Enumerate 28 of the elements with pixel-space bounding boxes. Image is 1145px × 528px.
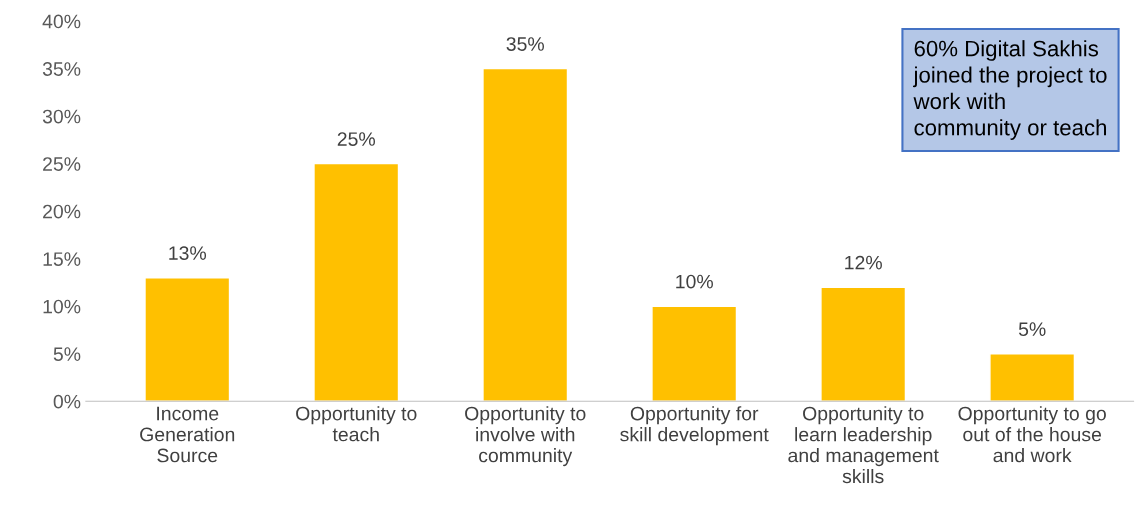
y-tick-label: 40% — [42, 14, 81, 29]
y-tick-label: 25% — [43, 157, 81, 171]
bar — [144, 277, 231, 402]
y-tick-label: 15% — [43, 252, 81, 266]
y-tick-label: 30% — [42, 109, 81, 124]
y-tick-label: 5% — [53, 347, 81, 361]
bar — [651, 305, 738, 402]
bar — [482, 67, 569, 402]
y-tick-label: 10% — [43, 299, 81, 314]
bar — [989, 353, 1076, 402]
y-tick-label: 35% — [42, 62, 81, 76]
data-label: 10% — [676, 274, 713, 289]
annotation: 60% Digital Sakhis joined the project to work with community or teach — [913, 40, 1107, 140]
bar — [820, 286, 907, 402]
y-tick-label: 20% — [43, 204, 81, 219]
data-label: 13% — [169, 246, 207, 260]
data-label: 35% — [506, 37, 544, 51]
x-tick-label: Opportunity to go out of the house and work — [958, 406, 1106, 463]
data-label: 5% — [1018, 322, 1046, 337]
x-tick-label: Opportunity for skill development — [620, 406, 769, 446]
y-tick-label: 0% — [53, 394, 81, 409]
bar — [313, 162, 400, 402]
x-tick-label: Opportunity to teach — [296, 406, 417, 442]
data-label: 12% — [845, 255, 882, 270]
x-tick-label: Income Generation Source — [140, 406, 235, 463]
x-tick-label: Opportunity to learn leadership and management skills — [788, 406, 939, 484]
x-tick-label: Opportunity to involve with community — [465, 406, 586, 467]
data-label: 25% — [337, 132, 376, 146]
